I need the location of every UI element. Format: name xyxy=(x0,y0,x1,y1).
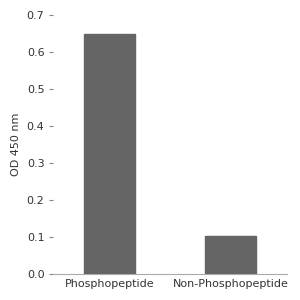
Y-axis label: OD 450 nm: OD 450 nm xyxy=(11,113,21,176)
Bar xyxy=(84,34,135,274)
Bar xyxy=(205,236,256,274)
